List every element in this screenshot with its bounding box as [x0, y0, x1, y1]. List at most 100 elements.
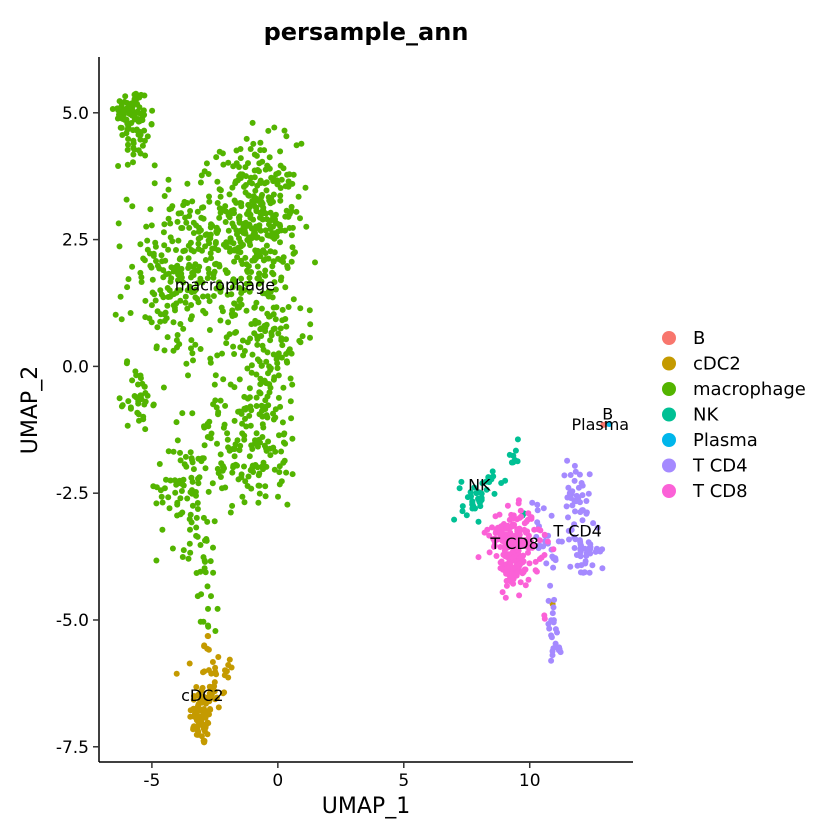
point-macrophage — [177, 457, 184, 464]
point-macrophage — [214, 200, 221, 206]
point-macrophage — [270, 271, 277, 278]
point-macrophage — [227, 381, 234, 388]
point-macrophage — [160, 229, 167, 236]
point-t-cd4 — [571, 477, 578, 484]
point-macrophage — [201, 565, 208, 572]
point-cdc2 — [226, 656, 233, 663]
point-t-cd4 — [574, 562, 581, 569]
point-macrophage — [271, 466, 278, 473]
point-macrophage — [232, 329, 238, 336]
point-macrophage — [167, 477, 174, 484]
point-nk — [475, 518, 482, 525]
point-macrophage — [172, 489, 179, 496]
point-macrophage — [187, 208, 194, 214]
point-macrophage — [169, 545, 176, 552]
point-macrophage — [249, 198, 256, 204]
point-cdc2 — [228, 664, 235, 671]
point-macrophage — [253, 224, 260, 231]
point-macrophage — [262, 493, 269, 500]
point-t-cd4 — [585, 490, 592, 497]
point-macrophage — [289, 381, 296, 388]
point-t-cd4 — [551, 596, 558, 603]
point-macrophage — [165, 215, 172, 222]
point-macrophage — [265, 370, 271, 377]
point-macrophage — [190, 219, 197, 226]
point-macrophage — [276, 463, 283, 470]
point-macrophage — [133, 394, 140, 401]
point-macrophage — [131, 112, 138, 119]
point-t-cd4 — [554, 629, 560, 636]
point-cdc2 — [187, 713, 194, 720]
point-macrophage — [303, 223, 310, 230]
point-macrophage — [270, 213, 277, 220]
point-macrophage — [272, 448, 279, 455]
legend-label-nk: NK — [693, 405, 719, 426]
point-macrophage — [149, 107, 156, 114]
point-macrophage — [276, 469, 283, 476]
point-macrophage — [164, 334, 171, 341]
point-macrophage — [137, 269, 144, 276]
point-nk — [498, 480, 505, 486]
point-macrophage — [166, 505, 173, 512]
point-macrophage — [263, 187, 270, 194]
point-macrophage — [183, 360, 190, 367]
point-macrophage — [205, 237, 212, 244]
point-nk — [478, 495, 485, 501]
point-macrophage — [297, 339, 304, 346]
point-macrophage — [241, 183, 247, 190]
point-t-cd4 — [572, 508, 578, 515]
point-macrophage — [267, 445, 274, 452]
point-macrophage — [254, 234, 261, 241]
point-macrophage — [266, 221, 272, 228]
point-t-cd4 — [548, 512, 555, 519]
point-macrophage — [256, 490, 263, 497]
point-macrophage — [289, 471, 296, 478]
point-t-cd8 — [497, 559, 504, 566]
point-t-cd4 — [540, 505, 547, 512]
point-macrophage — [210, 544, 216, 551]
point-macrophage — [249, 257, 256, 264]
point-macrophage — [184, 287, 191, 294]
point-t-cd8 — [515, 500, 522, 507]
point-macrophage — [246, 453, 253, 460]
point-nk — [489, 468, 496, 475]
point-macrophage — [231, 446, 238, 452]
point-macrophage — [161, 193, 168, 199]
point-t-cd8 — [544, 538, 551, 545]
point-macrophage — [271, 235, 278, 242]
point-macrophage — [137, 241, 144, 248]
point-macrophage — [267, 365, 274, 372]
point-macrophage — [271, 124, 278, 131]
point-macrophage — [154, 324, 161, 331]
point-macrophage — [216, 263, 223, 269]
point-macrophage — [182, 293, 189, 300]
point-macrophage — [250, 232, 257, 239]
point-t-cd8 — [536, 556, 543, 562]
point-macrophage — [174, 262, 181, 269]
point-t-cd4 — [569, 502, 576, 509]
point-t-cd4 — [583, 498, 590, 504]
point-macrophage — [253, 371, 260, 378]
point-cdc2 — [205, 646, 212, 653]
point-macrophage — [272, 286, 279, 293]
point-macrophage — [213, 404, 220, 411]
point-macrophage — [272, 219, 279, 226]
point-macrophage — [200, 215, 207, 222]
point-cdc2 — [204, 731, 211, 738]
cluster-label-plasma: Plasma — [571, 415, 629, 434]
point-macrophage — [277, 325, 284, 332]
point-macrophage — [255, 482, 262, 489]
point-macrophage — [260, 459, 267, 466]
point-macrophage — [277, 197, 284, 204]
point-macrophage — [189, 350, 196, 357]
point-macrophage — [173, 247, 179, 253]
point-t-cd4 — [577, 553, 584, 560]
point-macrophage — [123, 130, 130, 137]
point-macrophage — [115, 163, 122, 169]
point-macrophage — [219, 485, 225, 492]
point-macrophage — [125, 276, 132, 283]
point-macrophage — [246, 274, 253, 281]
point-macrophage — [182, 453, 189, 460]
point-macrophage — [283, 358, 290, 365]
point-macrophage — [157, 318, 164, 325]
